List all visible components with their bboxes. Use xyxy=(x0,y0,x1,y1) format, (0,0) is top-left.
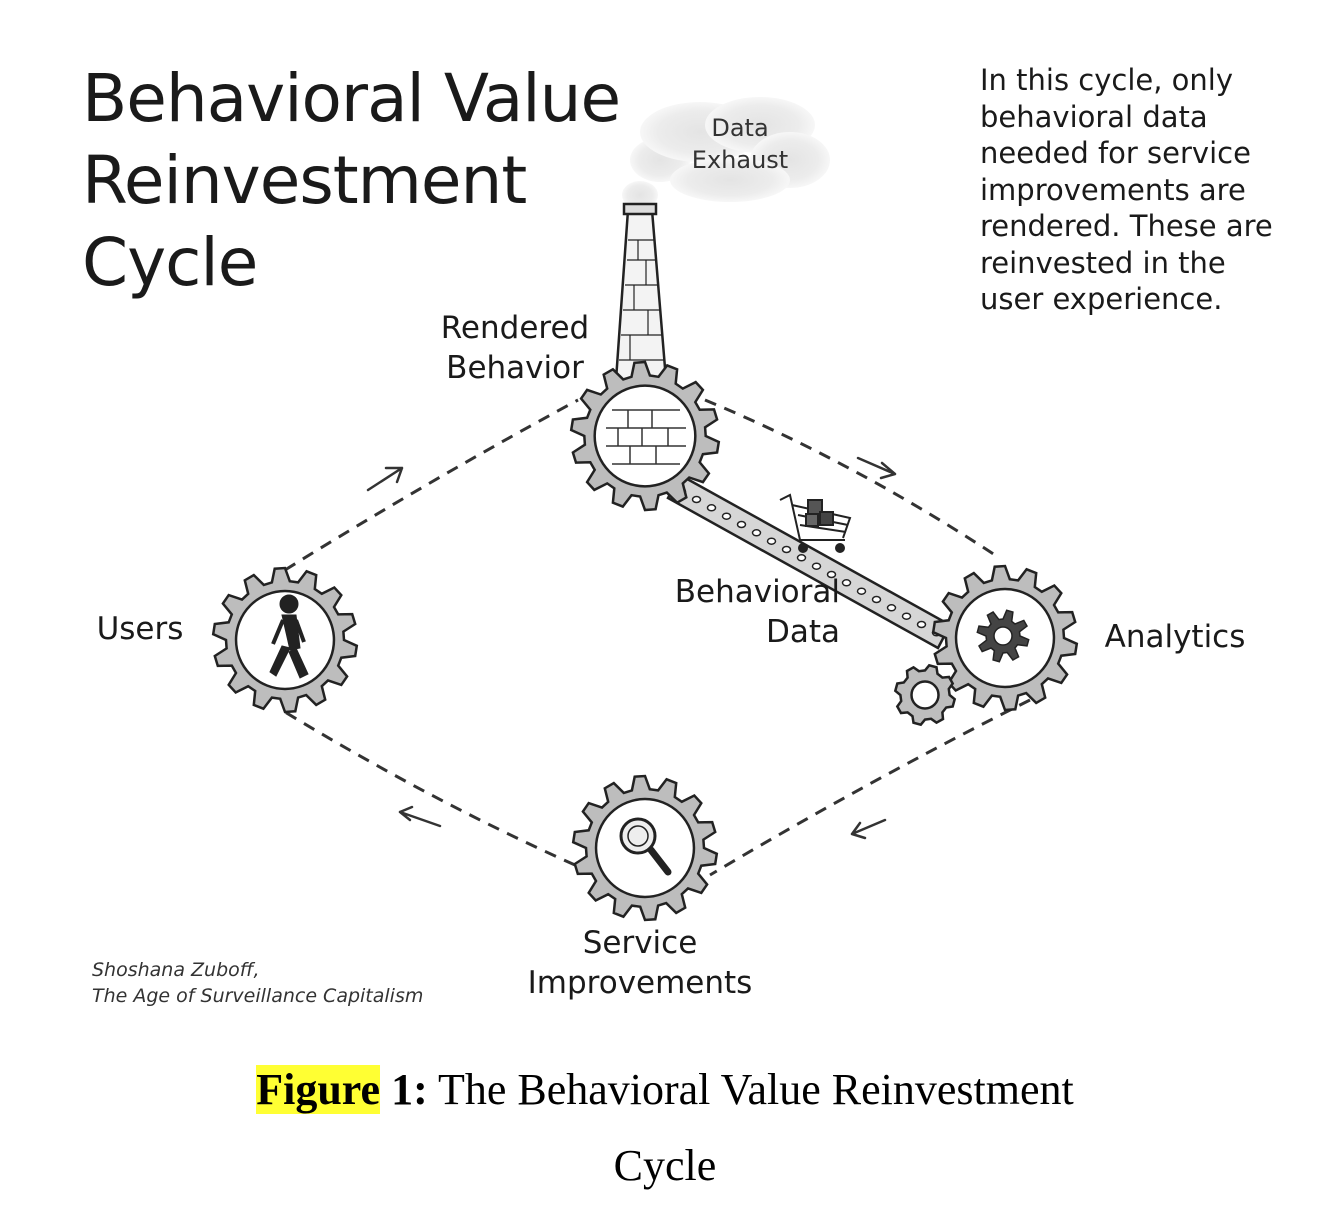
small-gear xyxy=(893,663,957,727)
belt-roller xyxy=(841,579,852,587)
caption-text: The Behavioral Value Reinvestment xyxy=(437,1065,1074,1114)
diagram-title: Behavioral Value Reinvestment Cycle xyxy=(82,58,642,304)
belt-roller xyxy=(721,512,732,520)
belt-roller xyxy=(691,495,702,504)
node-label-line: Rendered xyxy=(440,310,590,346)
node-label-line: Data xyxy=(765,614,840,650)
note-line: reinvested in the xyxy=(980,245,1226,280)
exhaust-line: Data xyxy=(711,114,769,142)
node-label-line: Behavior xyxy=(446,350,584,386)
credit-source: The Age of Surveillance Capitalism xyxy=(92,985,424,1007)
note-line: improvements are xyxy=(980,172,1246,207)
shopping-cart-icon xyxy=(779,493,852,553)
behavioral-data-label: Behavioral Data xyxy=(640,572,840,652)
magnifier-icon xyxy=(619,817,672,876)
node-label-line: Behavioral xyxy=(674,574,840,610)
analytics-label: Analytics xyxy=(1104,619,1246,655)
caption-line-1: Figure 1: The Behavioral Value Reinvestm… xyxy=(0,1052,1330,1128)
note-line: rendered. These are xyxy=(980,209,1273,243)
cog-icon xyxy=(976,609,1030,663)
exhaust-line: Exhaust xyxy=(691,146,789,174)
belt-roller xyxy=(811,562,822,570)
belt-roller xyxy=(871,595,882,604)
belt-roller xyxy=(736,520,747,529)
title-line: Cycle xyxy=(82,224,258,301)
cycle-diagram xyxy=(211,97,1079,922)
belt-roller xyxy=(796,554,807,562)
brick-wall-icon xyxy=(606,409,686,465)
note-line: In this cycle, only xyxy=(980,63,1234,97)
node-label-line: Improvements xyxy=(527,965,753,1001)
belt-roller xyxy=(886,604,897,612)
caption-figure-word: Figure xyxy=(256,1065,381,1114)
walking-person-icon xyxy=(269,594,309,679)
users-gear xyxy=(211,566,359,714)
belt-roller xyxy=(751,529,762,537)
cycle-note: In this cycle, only behavioral data need… xyxy=(980,62,1280,318)
belt-roller xyxy=(826,570,837,579)
node-label-line: Service xyxy=(582,925,698,961)
data-exhaust-cloud xyxy=(622,97,830,209)
data-exhaust-label: Data Exhaust xyxy=(680,112,800,176)
note-line: user experience. xyxy=(980,282,1223,316)
belt-roller xyxy=(766,537,777,545)
belt-roller xyxy=(706,504,717,512)
title-line: Reinvestment xyxy=(82,142,527,219)
belt-roller xyxy=(901,612,912,620)
note-line: needed for service xyxy=(980,136,1251,170)
rendered-behavior-gear xyxy=(569,360,721,512)
note-line: behavioral data xyxy=(980,99,1208,134)
smokestack-icon xyxy=(614,202,668,382)
credit: Shoshana Zuboff, The Age of Surveillance… xyxy=(92,957,472,1009)
caption-line-2: Cycle xyxy=(613,1141,717,1190)
figure-caption: Figure 1: The Behavioral Value Reinvestm… xyxy=(0,1052,1330,1204)
caption-number: 1: xyxy=(391,1065,428,1114)
service-improvements-label: Service Improvements xyxy=(510,923,770,1003)
cycle-paths xyxy=(284,398,1031,877)
belt-roller xyxy=(856,587,867,595)
belt-roller xyxy=(916,620,927,629)
rendered-behavior-label: Rendered Behavior xyxy=(410,308,620,388)
cycle-arrows xyxy=(366,456,897,840)
title-line: Behavioral Value xyxy=(82,60,621,137)
credit-author: Shoshana Zuboff, xyxy=(92,959,260,981)
belt-roller xyxy=(781,545,792,554)
users-label: Users xyxy=(96,611,184,647)
